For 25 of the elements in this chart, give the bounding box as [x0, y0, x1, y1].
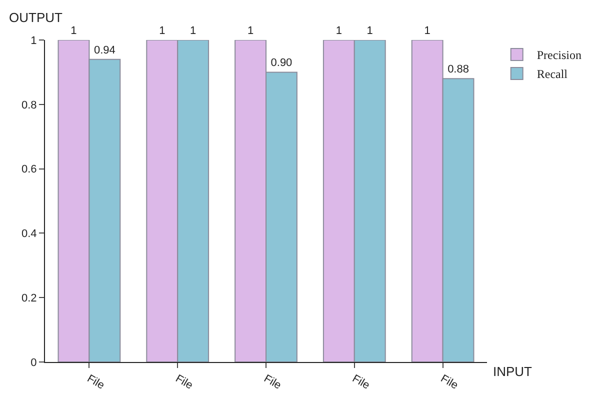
data-label: 0.94: [94, 44, 116, 56]
x-tick-label: File: [84, 372, 106, 392]
data-label: 0.90: [270, 57, 292, 70]
data-label: 1: [70, 25, 77, 37]
x-tick-label: File: [350, 372, 372, 392]
data-label: 1: [366, 25, 373, 37]
x-tick-label: File: [173, 372, 195, 392]
y-axis-title: OUTPUT: [9, 10, 62, 25]
y-tick-label: 0: [30, 356, 37, 369]
y-tick-label: 0.8: [22, 99, 37, 112]
data-label: 0.88: [448, 64, 469, 76]
y-tick-label: 0.2: [22, 292, 37, 304]
x-tick-label: File: [438, 372, 460, 392]
legend-label: Recall: [536, 67, 568, 82]
data-label: 1: [336, 25, 342, 37]
y-tick-label: 0.4: [22, 228, 37, 240]
legend-label: Precision: [536, 48, 582, 62]
data-label: 1: [424, 25, 430, 37]
x-tick-label: File: [262, 372, 284, 392]
x-axis-title: INPUT: [493, 364, 532, 379]
data-label: 1: [247, 25, 254, 37]
data-label: 1: [159, 25, 166, 37]
y-tick-label: 0.6: [22, 164, 37, 176]
y-tick-label: 1: [30, 34, 37, 47]
data-label: 1: [190, 25, 196, 37]
